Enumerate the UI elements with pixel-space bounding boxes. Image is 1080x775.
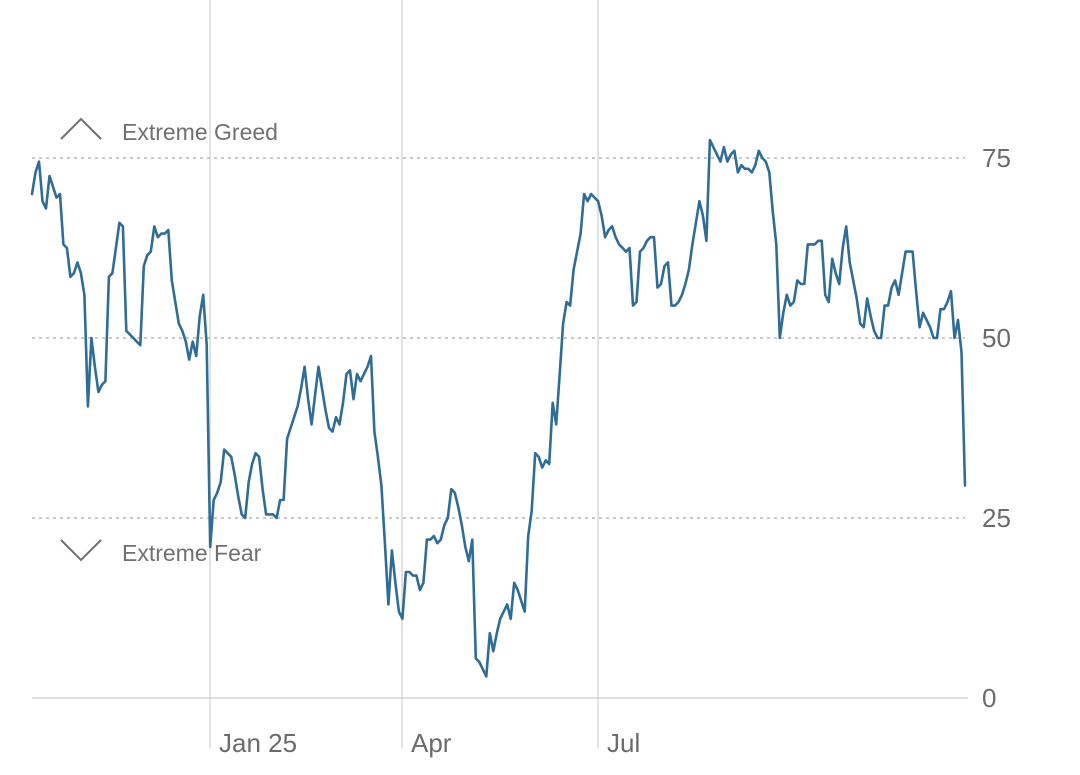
y-tick-label-0: 0 [982,683,996,713]
series-line [30,138,967,678]
label-layer: Jan 25 Apr Jul 0 25 50 75 [219,143,1011,758]
zone-layer: Extreme Greed Extreme Fear [60,117,278,566]
extreme-fear-label: Extreme Fear [122,540,262,566]
line-layer [30,138,967,678]
chevron-down-icon [60,539,102,562]
x-tick-label-1: Apr [411,728,452,758]
y-tick-label-1: 25 [982,503,1011,533]
chevron-up-icon [60,117,102,140]
extreme-greed-label: Extreme Greed [122,119,278,145]
x-tick-label-2: Jul [607,728,640,758]
x-tick-label-0: Jan 25 [219,728,297,758]
grid-layer [32,0,968,748]
y-tick-label-2: 50 [982,323,1011,353]
y-tick-label-3: 75 [982,143,1011,173]
